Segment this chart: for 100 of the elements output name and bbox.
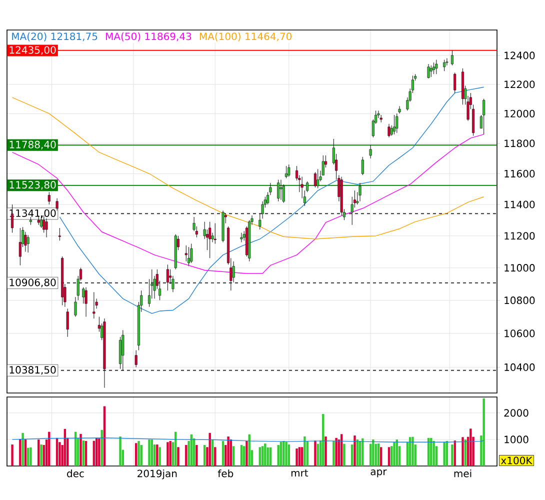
candlestick xyxy=(214,222,216,244)
candlestick xyxy=(45,218,48,238)
candlestick xyxy=(443,59,446,72)
bar xyxy=(185,445,188,466)
y-tick-label: 1000 xyxy=(504,436,528,444)
y-tick-label: 11800 xyxy=(504,140,535,148)
candlestick xyxy=(184,245,188,262)
candlestick xyxy=(316,168,320,188)
y-tick-label: 2000 xyxy=(504,409,528,417)
bar xyxy=(470,428,472,466)
y-tick-label: 11600 xyxy=(504,170,535,178)
y-tick-label: 11000 xyxy=(504,264,535,272)
candlestick xyxy=(300,176,304,199)
candlestick xyxy=(134,350,138,368)
bar xyxy=(304,436,306,466)
bar xyxy=(443,442,446,466)
bar xyxy=(222,441,224,466)
bar xyxy=(84,441,88,466)
bar xyxy=(288,444,290,466)
bar xyxy=(40,444,42,466)
candlestick xyxy=(166,264,169,291)
bar xyxy=(169,441,172,466)
y-tick-label: 10600 xyxy=(504,330,535,338)
candlestick xyxy=(58,228,61,241)
bar xyxy=(203,445,206,466)
candlestick xyxy=(280,180,282,200)
bar xyxy=(140,445,142,466)
bar xyxy=(24,439,27,466)
candlestick xyxy=(398,106,401,114)
candlestick xyxy=(277,180,280,202)
bar xyxy=(264,443,266,466)
candlestick xyxy=(435,59,438,74)
bar xyxy=(374,444,377,466)
candlestick xyxy=(84,287,88,318)
bar xyxy=(335,438,338,466)
ref-line-label: 11788,40 xyxy=(10,140,56,150)
y-axis-title: x100K xyxy=(500,456,532,464)
bar xyxy=(11,444,14,466)
x-tick-label: apr xyxy=(370,470,387,478)
bar xyxy=(462,437,464,466)
bar xyxy=(377,443,380,466)
bar xyxy=(343,444,346,466)
bar xyxy=(482,398,485,466)
candlestick xyxy=(26,234,30,253)
bar xyxy=(80,434,82,466)
candlestick xyxy=(195,226,198,238)
x-tick-label: feb xyxy=(218,470,234,478)
bar xyxy=(269,447,272,466)
bar xyxy=(261,446,264,466)
bar xyxy=(227,436,230,466)
candlestick xyxy=(18,228,22,266)
bar xyxy=(19,439,22,466)
bar xyxy=(324,436,327,466)
candlestick xyxy=(74,296,77,318)
candlestick xyxy=(314,172,316,188)
bar xyxy=(48,432,50,466)
bar xyxy=(240,445,243,466)
bar xyxy=(177,447,180,466)
y-tick-label: 10400 xyxy=(504,363,535,371)
candlestick xyxy=(56,198,58,211)
bar xyxy=(232,446,235,466)
bar xyxy=(166,442,169,466)
candlestick xyxy=(282,184,285,204)
bar xyxy=(134,443,138,466)
bar xyxy=(380,447,382,466)
bar xyxy=(285,442,288,466)
bar xyxy=(156,444,158,466)
bar xyxy=(214,447,216,466)
ref-line-label: 10381,50 xyxy=(10,366,56,375)
candlestick xyxy=(427,64,430,79)
candlestick xyxy=(358,182,362,202)
bar xyxy=(150,439,154,466)
bar xyxy=(300,447,304,466)
bar xyxy=(298,447,301,466)
bar xyxy=(148,439,150,466)
candlestick xyxy=(258,214,262,230)
candlestick xyxy=(188,246,190,266)
x-tick-label: mei xyxy=(454,470,472,478)
bar xyxy=(388,447,390,466)
bar xyxy=(98,438,100,466)
y-tick-label: 12400 xyxy=(504,52,535,60)
text: MA(20) 12181,75 xyxy=(12,32,98,42)
bar xyxy=(30,447,32,466)
bar xyxy=(138,441,140,466)
line-series xyxy=(12,134,484,274)
candlestick xyxy=(92,292,96,319)
y-tick-label: 10800 xyxy=(504,296,535,304)
candlestick xyxy=(288,164,290,177)
bar xyxy=(351,444,354,466)
bar xyxy=(390,446,393,466)
line-series xyxy=(12,97,484,240)
y-tick-label: 12000 xyxy=(504,110,535,118)
bar xyxy=(314,440,316,466)
bar xyxy=(242,446,246,466)
bar xyxy=(258,447,262,466)
bar xyxy=(22,432,24,466)
bar xyxy=(100,430,103,466)
candlestick xyxy=(284,166,288,178)
candlestick xyxy=(66,308,69,338)
bar xyxy=(38,439,40,466)
